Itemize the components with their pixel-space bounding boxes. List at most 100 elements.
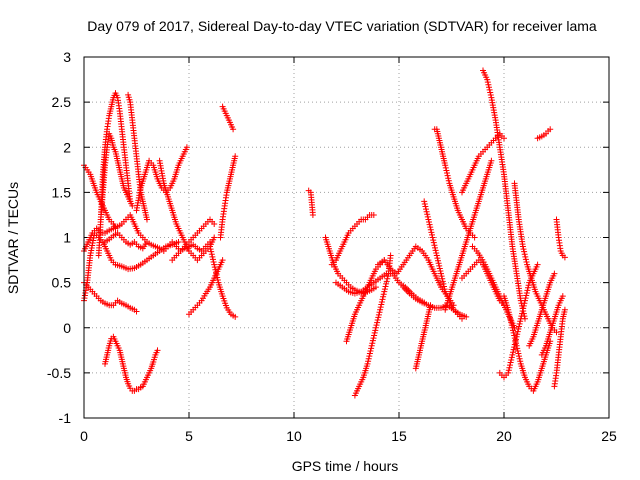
x-tick-label: 15 [391, 428, 407, 444]
data-point [370, 335, 377, 342]
data-point [435, 257, 441, 264]
data-point [553, 329, 560, 336]
series-arc-2 [81, 279, 140, 315]
data-point [551, 270, 558, 277]
x-tick-label: 0 [80, 428, 88, 444]
data-point [183, 144, 190, 151]
series-arc-35 [501, 293, 554, 394]
data-point [175, 239, 182, 246]
x-axis-label: GPS time / hours [292, 458, 399, 474]
data-point [517, 318, 524, 325]
data-point [423, 206, 429, 213]
data-point [534, 261, 541, 268]
data-point [431, 242, 438, 249]
data-point [371, 329, 378, 336]
data-point [523, 292, 530, 299]
series-arc-22 [343, 257, 388, 345]
data-point [547, 126, 554, 133]
data-point [507, 362, 513, 369]
data-point [422, 203, 429, 210]
series-arc-34 [496, 261, 541, 381]
data-point [365, 355, 372, 362]
series-arc-36 [511, 180, 560, 336]
data-point [369, 337, 376, 344]
data-point [486, 84, 492, 91]
data-point [436, 262, 443, 269]
data-point [425, 216, 432, 223]
data-point [512, 337, 519, 344]
data-point [561, 306, 568, 313]
series-arc-21 [333, 270, 428, 306]
data-point [382, 283, 389, 290]
data-point [516, 323, 522, 330]
data-point [559, 293, 566, 300]
data-point [505, 367, 512, 374]
plot-frame [83, 56, 610, 419]
data-point [429, 231, 435, 238]
data-point [507, 317, 514, 324]
data-point [369, 340, 376, 347]
data-point [383, 280, 390, 287]
data-point [211, 234, 218, 241]
data-point [505, 309, 512, 316]
data-point [427, 224, 434, 231]
series-arc-31 [459, 130, 507, 196]
data-point [486, 86, 493, 93]
data-point [510, 346, 517, 353]
data-point [506, 364, 513, 371]
data-point [505, 306, 512, 313]
data-point [507, 359, 514, 366]
data-point [520, 302, 527, 309]
data-point [523, 289, 530, 296]
data-point [144, 216, 150, 223]
data-point [424, 211, 431, 218]
data-point [434, 255, 441, 262]
data-point [521, 300, 528, 307]
data-point [209, 253, 216, 260]
data-point [370, 211, 377, 218]
data-point [509, 324, 516, 331]
data-point [378, 301, 385, 308]
y-tick-label: -0.5 [47, 365, 71, 381]
data-point [515, 350, 522, 357]
data-point [514, 345, 521, 352]
x-tick-label: 5 [185, 428, 193, 444]
series-arc-29 [442, 157, 495, 313]
y-tick-label: 0 [63, 320, 71, 336]
data-point [432, 244, 438, 251]
data-point [427, 302, 434, 309]
data-point [387, 252, 394, 259]
data-point [518, 313, 525, 320]
data-point [519, 243, 526, 250]
data-point [210, 258, 217, 265]
data-point [214, 277, 221, 284]
series-arc-15 [207, 243, 239, 320]
series-arc-14 [186, 257, 226, 318]
data-point [379, 296, 386, 303]
data-point [381, 286, 388, 293]
data-point [513, 342, 520, 349]
data-point [522, 256, 529, 263]
data-point [520, 305, 527, 312]
data-point [441, 283, 447, 290]
data-point [133, 308, 140, 315]
data-point [428, 229, 435, 236]
data-point [213, 269, 219, 276]
x-tick-label: 25 [601, 428, 617, 444]
data-point [487, 92, 494, 99]
data-point [520, 246, 527, 253]
data-point [441, 286, 448, 293]
data-point [374, 317, 381, 324]
data-point [207, 243, 213, 250]
data-point [154, 347, 161, 354]
data-point [208, 248, 215, 255]
series-arc-11 [133, 144, 190, 214]
y-tick-label: 3 [63, 49, 71, 65]
data-point [421, 200, 428, 207]
data-point [445, 177, 452, 184]
data-point [426, 221, 433, 228]
y-tick-label: -1 [59, 410, 72, 426]
data-point [368, 345, 375, 352]
x-tick-label: 10 [286, 428, 302, 444]
data-point [509, 351, 516, 358]
